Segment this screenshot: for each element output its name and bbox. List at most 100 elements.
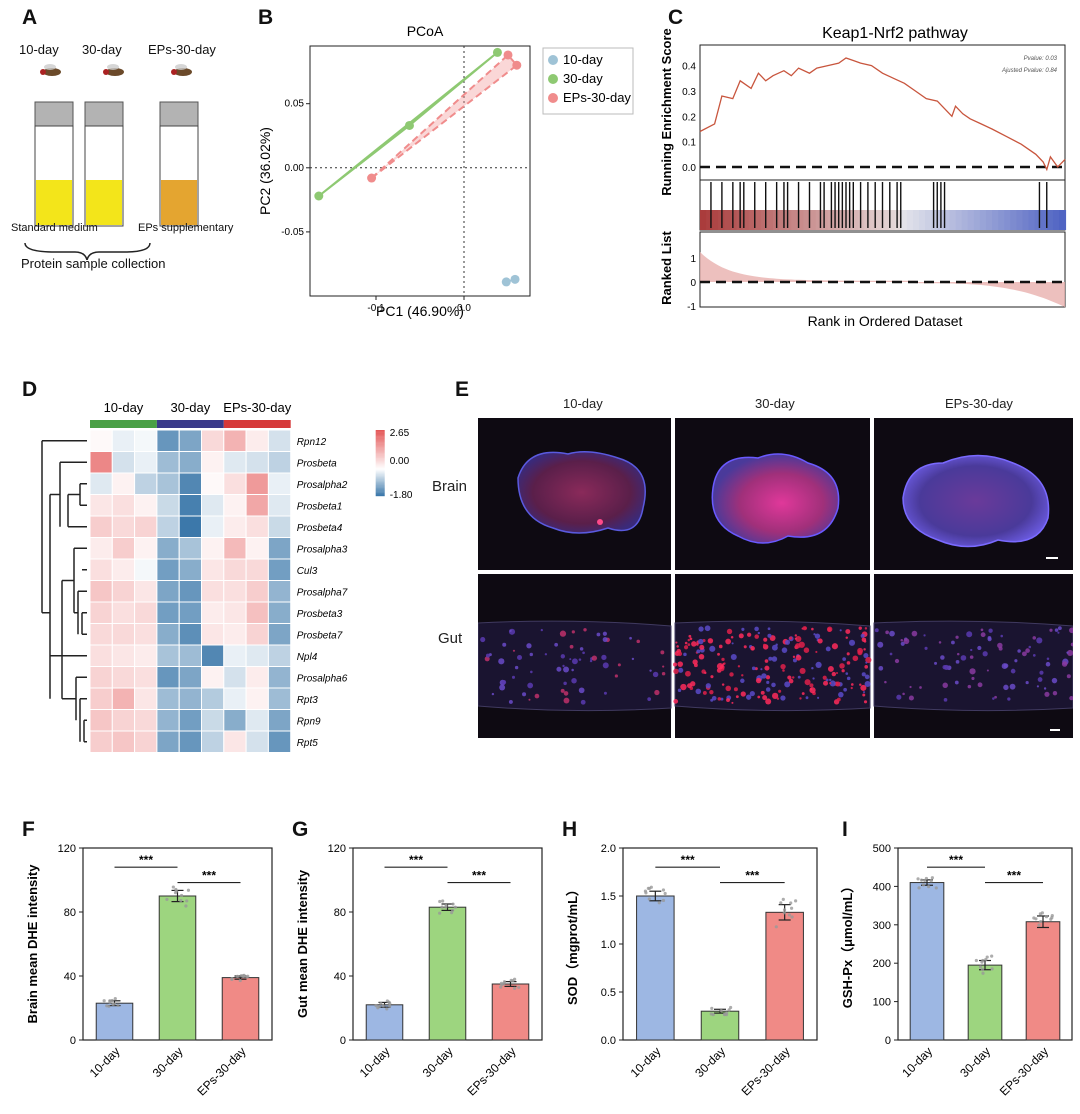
heatmap-gene-label: Cul3	[297, 566, 318, 577]
bar	[700, 1010, 740, 1041]
group-label-30day: 30-day	[82, 42, 122, 57]
micro-col-10day: 10-day	[563, 396, 603, 411]
gsea-ylabel-es: Running Enrichment Score	[659, 28, 674, 196]
heatmap-cell	[223, 580, 247, 603]
ytick-label: 0	[885, 1035, 891, 1047]
dendrogram	[41, 440, 87, 743]
heatmap-cell	[89, 472, 113, 495]
heatmap-cell	[111, 558, 136, 581]
heatmap-gene-label: Prosbeta7	[297, 630, 343, 641]
data-point	[990, 954, 994, 958]
heatmap-cell	[178, 687, 202, 710]
heatmap-cell	[267, 644, 292, 667]
legend-label: 30-day	[563, 71, 603, 86]
vial-10day	[34, 101, 74, 227]
heatmap-gene-label: Prosbeta3	[297, 609, 343, 620]
significance-stars: ***	[949, 853, 963, 867]
data-point	[646, 886, 650, 891]
data-point	[388, 1004, 392, 1008]
heatmap-cell	[156, 709, 180, 732]
heatmap-cell	[134, 558, 158, 581]
data-point	[511, 979, 515, 983]
data-point	[179, 893, 184, 898]
heatmap-cell	[245, 515, 269, 538]
data-point	[438, 911, 442, 915]
pcoa-point	[501, 277, 511, 287]
enrichment-curve	[699, 57, 1066, 172]
scale-label: 0.00	[390, 456, 410, 467]
heatmap-cell	[223, 472, 247, 495]
panel-label-a: A	[22, 6, 38, 29]
data-point	[238, 978, 242, 983]
ytick-label: 1.5	[601, 891, 616, 903]
heatmap-cell	[156, 429, 180, 452]
ytick-label: 500	[873, 843, 891, 855]
panel-label-i: I	[842, 818, 848, 841]
data-point	[451, 902, 455, 906]
heatmap-cell	[111, 537, 136, 560]
heatmap-cell	[89, 644, 113, 667]
data-point	[981, 958, 985, 963]
data-point	[985, 955, 989, 959]
data-point	[186, 888, 191, 892]
significance-stars: ***	[202, 869, 216, 883]
heatmap-gene-label: Prosalpha7	[297, 587, 348, 598]
panel-label-f: F	[22, 818, 35, 841]
heatmap-cell	[267, 537, 292, 560]
heatmap-cell	[245, 666, 269, 689]
data-point	[978, 965, 983, 969]
data-point	[113, 997, 117, 1001]
legend-marker	[548, 74, 558, 84]
heatmap-cell	[134, 687, 158, 710]
pcoa-ytick: -0.05	[281, 227, 304, 238]
data-point	[102, 999, 106, 1003]
heatmap-cell	[111, 494, 136, 517]
panel-label-d: D	[22, 378, 38, 401]
data-point	[789, 901, 793, 905]
significance-stars: ***	[681, 853, 695, 867]
data-point	[719, 1008, 723, 1013]
heatmap-gene-label: Rpn9	[297, 716, 321, 727]
data-point	[374, 1004, 378, 1008]
heatmap-cell	[156, 666, 180, 689]
heatmap-cell	[223, 558, 247, 581]
data-point	[921, 883, 926, 887]
bar-chart-gshpx: 0 100 200 300 400 500 GSH-Px（μmol/mL） 10-day 30-…	[840, 843, 1073, 1098]
heatmap-group-bar	[90, 420, 157, 428]
heatmap-cell	[267, 451, 292, 474]
x-category-label: EPs-30-day	[997, 1044, 1051, 1098]
data-point	[774, 925, 778, 929]
heatmap-cell	[156, 730, 180, 753]
heatmap-cell	[223, 451, 247, 474]
heatmap-cell	[111, 515, 136, 538]
heatmap-cell	[134, 494, 158, 517]
heatmap-cell	[267, 623, 292, 646]
heatmap-cell	[245, 494, 269, 517]
heatmap-cell	[201, 730, 225, 753]
heatmap-cell	[156, 515, 180, 538]
data-point	[657, 901, 661, 905]
heatmap-gene-label: Npl4	[297, 652, 318, 663]
data-point	[787, 913, 791, 917]
gsea-title: Keap1-Nrf2 pathway	[822, 25, 968, 42]
micro-row-brain: Brain	[432, 478, 468, 495]
data-point	[184, 904, 188, 908]
heatmap-cell	[134, 601, 158, 624]
heatmap-cell	[178, 472, 202, 495]
data-point	[779, 901, 783, 905]
data-point	[934, 886, 938, 890]
heatmap-cell	[201, 494, 225, 517]
x-category-label: 10-day	[357, 1044, 393, 1080]
ranked-area	[700, 252, 1065, 308]
bar	[428, 906, 467, 1041]
heatmap-cell	[111, 687, 136, 710]
heatmap-cell	[245, 623, 269, 646]
fly-icon	[40, 64, 192, 76]
panel-label-b: B	[258, 6, 274, 29]
pcoa-hull-2	[370, 53, 519, 179]
significance-stars: ***	[409, 853, 423, 867]
pcoa-xlabel: PC1 (46.90%)	[376, 303, 464, 319]
heatmap-cell	[223, 709, 247, 732]
data-point	[722, 1012, 727, 1017]
significance-stars: ***	[745, 869, 759, 883]
